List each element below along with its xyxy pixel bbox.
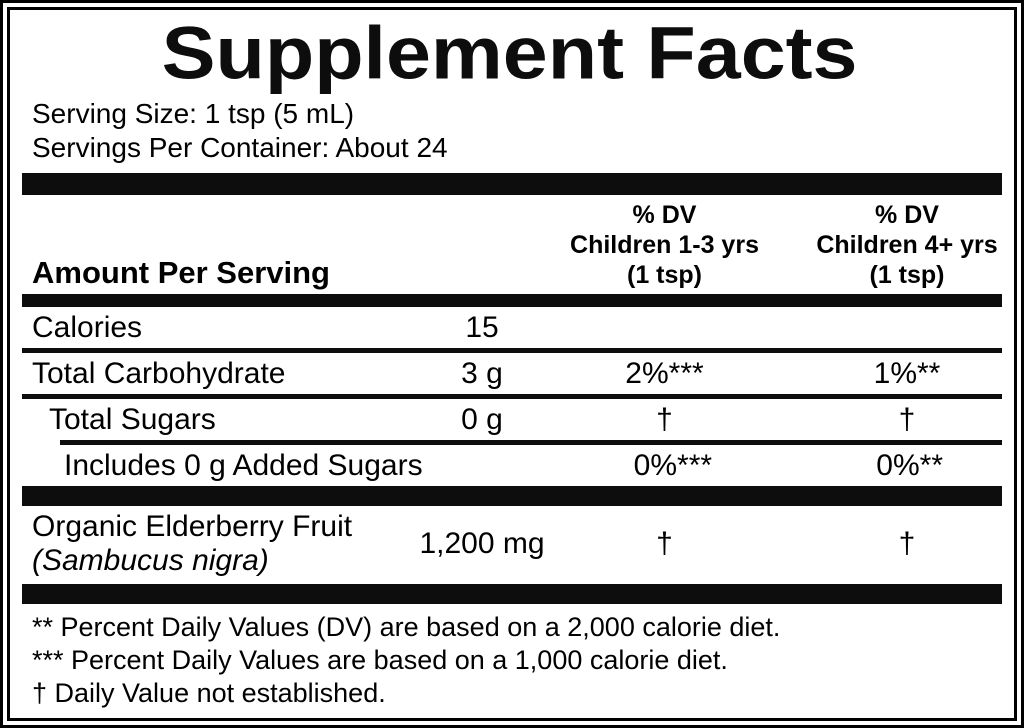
- nutrient-name: Total Carbohydrate: [32, 357, 286, 390]
- title-graphic: Supplement Facts: [162, 18, 858, 94]
- nutrient-amount: 0 g: [461, 403, 503, 436]
- footnote-1000-calorie: *** Percent Daily Values are based on a …: [32, 645, 728, 675]
- table-row-added-sugars: Includes 0 g Added Sugars 0%*** 0%**: [22, 445, 1002, 486]
- nutrient-name: Calories: [32, 311, 143, 344]
- nutrient-dv-children-1-3: †: [656, 403, 673, 436]
- divider-thick-bottom: [22, 584, 1002, 604]
- dv-children-1-3-heading: % DV Children 1-3 yrs (1 tsp): [557, 200, 772, 294]
- table-row-total-carbohydrate: Total Carbohydrate 3 g 2%*** 1%**: [22, 353, 1002, 394]
- dv-heading-line: Children 1-3 yrs: [570, 231, 759, 259]
- supplement-facts-inner-frame: Supplement Facts Serving Size: 1 tsp (5 …: [7, 7, 1017, 721]
- ingredient-name-block: Organic Elderberry Fruit (Sambucus nigra…: [22, 510, 407, 578]
- nutrient-dv-children-4plus: 1%**: [873, 357, 941, 390]
- ingredient-dv-children-4plus: †: [898, 527, 916, 560]
- footnote-dv-not-established: † Daily Value not established.: [32, 678, 386, 708]
- divider-medium-header: [22, 294, 1002, 307]
- table-row-calories: Calories 15: [22, 307, 1002, 348]
- ingredient-name: Organic Elderberry Fruit: [32, 510, 353, 543]
- footnotes-block: ** Percent Daily Values (DV) are based o…: [22, 604, 1002, 710]
- servings-per-container-text: Servings Per Container: About 24: [32, 132, 448, 163]
- amount-per-serving-heading: Amount Per Serving: [32, 255, 330, 290]
- divider-hairline-indented: [60, 440, 1002, 445]
- divider-hairline: [22, 394, 1002, 399]
- nutrient-amount: 15: [465, 311, 499, 344]
- nutrient-name: Total Sugars: [49, 403, 216, 436]
- nutrient-dv-children-1-3: 0%***: [633, 449, 713, 482]
- nutrient-dv-children-1-3: 2%***: [625, 357, 704, 390]
- divider-thick-middle: [22, 486, 1002, 506]
- nutrient-dv-children-4plus: †: [898, 403, 916, 436]
- divider-hairline: [22, 348, 1002, 353]
- nutrient-amount: 3 g: [461, 357, 503, 390]
- page-title: Supplement Facts: [162, 18, 858, 94]
- dv-children-4plus-heading: % DV Children 4+ yrs (1 tsp): [772, 200, 1002, 294]
- nutrient-dv-children-4plus: 0%**: [876, 449, 944, 482]
- table-row-elderberry: Organic Elderberry Fruit (Sambucus nigra…: [22, 506, 1002, 584]
- dv-heading-line: (1 tsp): [627, 261, 702, 289]
- table-header-row: Amount Per Serving % DV Children 1-3 yrs…: [22, 195, 1002, 294]
- dv-heading-line: Children 4+ yrs: [816, 231, 998, 259]
- dv-heading-line: (1 tsp): [869, 261, 945, 289]
- footnote-2000-calorie: ** Percent Daily Values (DV) are based o…: [32, 612, 781, 642]
- dv-heading-line: % DV: [632, 201, 697, 229]
- dv-heading-line: % DV: [875, 201, 939, 229]
- table-row-total-sugars: Total Sugars 0 g † †: [22, 399, 1002, 440]
- nutrient-name: Includes 0 g Added Sugars: [64, 449, 423, 482]
- divider-thick-top: [22, 173, 1002, 195]
- ingredient-amount: 1,200 mg: [419, 527, 545, 560]
- ingredient-botanical-name: (Sambucus nigra): [32, 544, 269, 577]
- ingredient-dv-children-1-3: †: [656, 527, 673, 560]
- serving-size-text: Serving Size: 1 tsp (5 mL): [32, 98, 355, 129]
